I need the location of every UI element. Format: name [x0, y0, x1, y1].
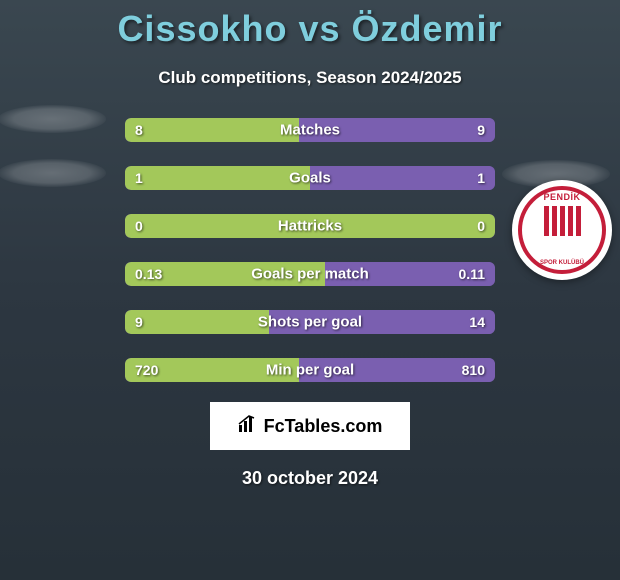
stat-value-left: 0 — [135, 218, 143, 234]
stat-value-left: 1 — [135, 170, 143, 186]
source-badge: FcTables.com — [210, 402, 410, 450]
stat-value-left: 720 — [135, 362, 158, 378]
stat-value-left: 9 — [135, 314, 143, 330]
club-stripes-icon — [544, 206, 581, 236]
stat-label: Hattricks — [278, 218, 342, 235]
club-name-text: PENDİK — [543, 192, 580, 202]
stat-row: 0.13 0.11 Goals per match — [125, 262, 495, 286]
stat-value-right: 810 — [462, 362, 485, 378]
right-club-badge: PENDİK SPOR KULÜBÜ — [502, 160, 620, 280]
club-logo-inner: PENDİK SPOR KULÜBÜ — [518, 186, 606, 274]
left-club-badge — [0, 105, 118, 225]
badge-shadow-ellipse — [0, 159, 106, 187]
stat-value-left: 8 — [135, 122, 143, 138]
club-subtext: SPOR KULÜBÜ — [540, 260, 584, 266]
stat-value-right: 1 — [477, 170, 485, 186]
stat-label: Goals — [289, 170, 331, 187]
badge-shadow-ellipse — [0, 105, 106, 133]
bar-left-fill — [125, 310, 269, 334]
stat-label: Shots per goal — [258, 314, 362, 331]
bar-right-fill — [310, 166, 495, 190]
bar-left-fill — [125, 118, 299, 142]
page-title: Cissokho vs Özdemir — [0, 0, 620, 50]
stat-row: 720 810 Min per goal — [125, 358, 495, 382]
club-logo: PENDİK SPOR KULÜBÜ — [512, 180, 612, 280]
subtitle: Club competitions, Season 2024/2025 — [0, 68, 620, 88]
stat-row: 1 1 Goals — [125, 166, 495, 190]
stat-value-right: 0.11 — [459, 266, 485, 282]
stat-label: Min per goal — [266, 362, 354, 379]
footer-date: 30 october 2024 — [0, 468, 620, 489]
stat-row: 9 14 Shots per goal — [125, 310, 495, 334]
stat-label: Goals per match — [251, 266, 369, 283]
stat-value-right: 0 — [477, 218, 485, 234]
chart-icon — [238, 415, 260, 438]
stat-value-right: 14 — [469, 314, 485, 330]
bar-left-fill — [125, 166, 310, 190]
stat-label: Matches — [280, 122, 340, 139]
stat-row: 8 9 Matches — [125, 118, 495, 142]
source-text: FcTables.com — [264, 416, 383, 437]
stat-value-left: 0.13 — [135, 266, 162, 282]
stat-row: 0 0 Hattricks — [125, 214, 495, 238]
stat-value-right: 9 — [477, 122, 485, 138]
